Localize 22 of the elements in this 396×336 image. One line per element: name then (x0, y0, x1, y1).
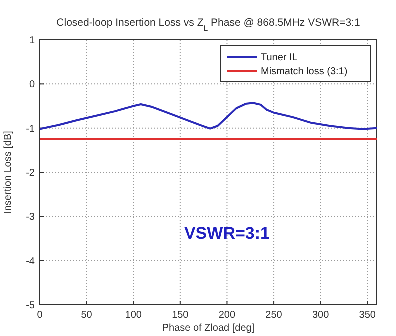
legend-label: Tuner IL (261, 52, 298, 64)
y-tick-label: -5 (26, 300, 36, 312)
x-tick-label: 50 (81, 310, 93, 321)
x-axis-title: Phase of Zload [deg] (162, 323, 255, 334)
y-tick-label: 0 (29, 80, 36, 91)
y-tick-label: -2 (26, 168, 36, 179)
y-tick-label: -1 (26, 124, 36, 135)
y-axis-title: Insertion Loss [dB] (3, 130, 14, 214)
line-series (39, 102, 378, 130)
x-tick-label: 350 (359, 310, 376, 321)
x-tick-label: 100 (125, 310, 142, 321)
chart-title: Closed-loop Insertion Loss vs Z$_{L}$ Phase @ 868.5MHz VSWR=3:1 (56, 17, 360, 32)
legend-label: Mismatch loss (3:1) (261, 66, 348, 78)
x-tick-label: 150 (172, 310, 190, 321)
annotation: VSWR=3:1 (184, 224, 270, 243)
y-tick-label: -4 (26, 256, 36, 268)
x-tick-label: 0 (37, 310, 44, 321)
x-tick-label: 300 (312, 310, 330, 321)
x-tick-label: 250 (266, 310, 283, 321)
x-tick-label: 200 (218, 310, 236, 321)
y-tick-label: -3 (26, 212, 36, 224)
y-tick-label: 1 (29, 36, 36, 46)
